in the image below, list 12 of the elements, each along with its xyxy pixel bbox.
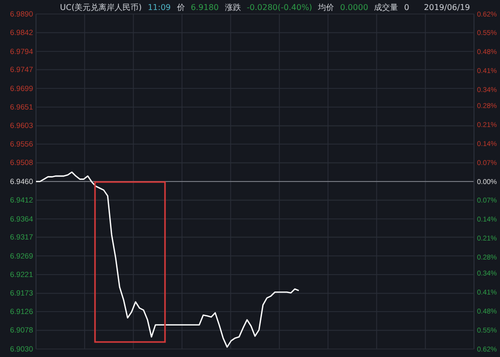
text: 6.9180 <box>190 3 219 12</box>
text: 均价 <box>317 3 334 12</box>
text: 11:09 <box>148 3 171 12</box>
text: 涨跌 <box>224 3 241 12</box>
line-series <box>35 172 300 348</box>
text: 0.0000 <box>340 3 368 12</box>
chart-title: UC(美元兑离岸人民币) <box>60 3 142 12</box>
text: 成交量 <box>374 3 398 12</box>
text: 价 <box>176 3 185 12</box>
text: 2019/06/19 <box>424 3 470 12</box>
text: -0.0280(-0.40%) <box>246 3 312 12</box>
text: 0 <box>404 3 410 12</box>
